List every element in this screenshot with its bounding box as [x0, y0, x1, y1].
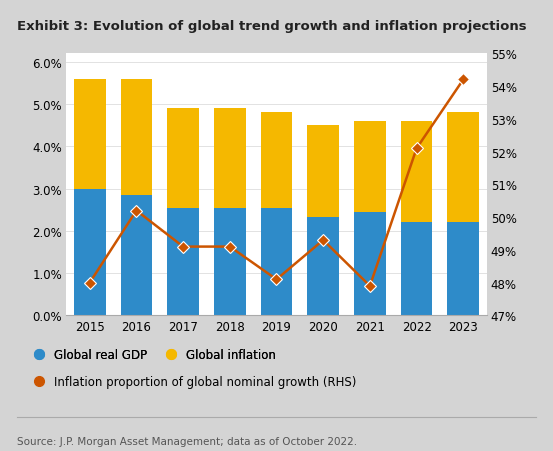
Bar: [447, 223, 479, 316]
Bar: [401, 122, 432, 223]
Bar: [307, 126, 339, 218]
Legend: Inflation proportion of global nominal growth (RHS): Inflation proportion of global nominal g…: [23, 371, 362, 393]
Bar: [307, 218, 339, 316]
Bar: [260, 208, 293, 316]
Legend: Global real GDP, Global inflation: Global real GDP, Global inflation: [23, 344, 281, 366]
Bar: [354, 122, 386, 212]
Bar: [167, 208, 199, 316]
Bar: [74, 189, 106, 316]
Bar: [447, 113, 479, 223]
Text: Exhibit 3: Evolution of global trend growth and inflation projections: Exhibit 3: Evolution of global trend gro…: [17, 20, 526, 33]
Bar: [167, 109, 199, 208]
Bar: [214, 208, 246, 316]
Bar: [214, 109, 246, 208]
Text: Source: J.P. Morgan Asset Management; data as of October 2022.: Source: J.P. Morgan Asset Management; da…: [17, 437, 357, 446]
Bar: [354, 212, 386, 316]
Bar: [260, 113, 293, 208]
Bar: [74, 79, 106, 189]
Bar: [121, 79, 152, 195]
Bar: [401, 223, 432, 316]
Bar: [121, 195, 152, 316]
